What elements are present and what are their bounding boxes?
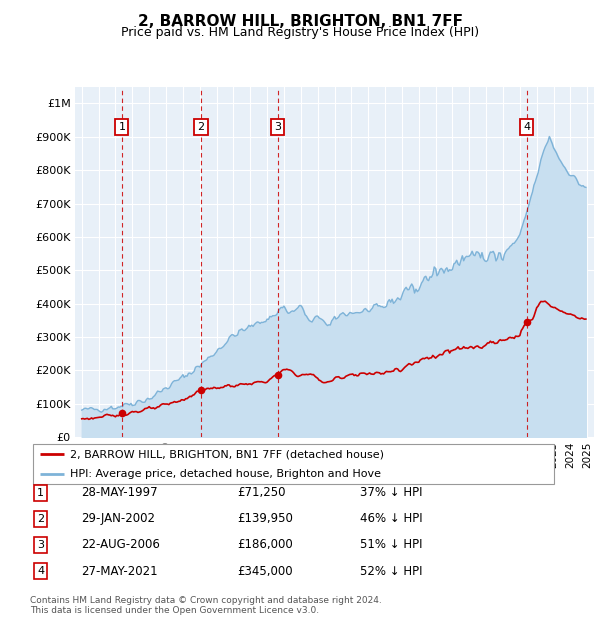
Text: 52% ↓ HPI: 52% ↓ HPI: [360, 565, 422, 577]
Text: 2: 2: [197, 122, 205, 132]
Text: Price paid vs. HM Land Registry's House Price Index (HPI): Price paid vs. HM Land Registry's House …: [121, 26, 479, 39]
Text: 1: 1: [37, 488, 44, 498]
Text: 37% ↓ HPI: 37% ↓ HPI: [360, 487, 422, 499]
Text: 46% ↓ HPI: 46% ↓ HPI: [360, 513, 422, 525]
Text: 22-AUG-2006: 22-AUG-2006: [81, 539, 160, 551]
Text: 4: 4: [37, 566, 44, 576]
Text: 3: 3: [37, 540, 44, 550]
Text: 4: 4: [523, 122, 530, 132]
Text: 3: 3: [274, 122, 281, 132]
Text: Contains HM Land Registry data © Crown copyright and database right 2024.
This d: Contains HM Land Registry data © Crown c…: [30, 596, 382, 615]
Text: £345,000: £345,000: [237, 565, 293, 577]
Text: 2: 2: [37, 514, 44, 524]
Text: 28-MAY-1997: 28-MAY-1997: [81, 487, 158, 499]
Text: 2, BARROW HILL, BRIGHTON, BN1 7FF (detached house): 2, BARROW HILL, BRIGHTON, BN1 7FF (detac…: [70, 449, 383, 459]
Text: HPI: Average price, detached house, Brighton and Hove: HPI: Average price, detached house, Brig…: [70, 469, 380, 479]
Text: £186,000: £186,000: [237, 539, 293, 551]
Text: 2, BARROW HILL, BRIGHTON, BN1 7FF: 2, BARROW HILL, BRIGHTON, BN1 7FF: [137, 14, 463, 29]
Text: 29-JAN-2002: 29-JAN-2002: [81, 513, 155, 525]
Text: 27-MAY-2021: 27-MAY-2021: [81, 565, 158, 577]
FancyBboxPatch shape: [32, 444, 554, 484]
Text: 1: 1: [118, 122, 125, 132]
Text: £139,950: £139,950: [237, 513, 293, 525]
Text: £71,250: £71,250: [237, 487, 286, 499]
Text: 51% ↓ HPI: 51% ↓ HPI: [360, 539, 422, 551]
